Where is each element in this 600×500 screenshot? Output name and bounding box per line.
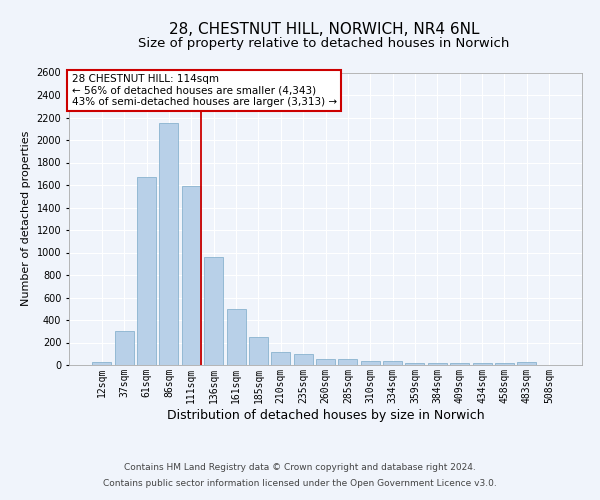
Bar	[204, 257, 223, 365]
Bar	[293, 354, 313, 365]
Bar	[338, 360, 358, 365]
Bar	[115, 331, 134, 365]
Bar	[428, 363, 447, 365]
X-axis label: Distribution of detached houses by size in Norwich: Distribution of detached houses by size …	[167, 408, 484, 422]
Bar	[160, 123, 178, 365]
Text: Contains public sector information licensed under the Open Government Licence v3: Contains public sector information licen…	[103, 478, 497, 488]
Bar	[227, 308, 245, 365]
Text: Contains HM Land Registry data © Crown copyright and database right 2024.: Contains HM Land Registry data © Crown c…	[124, 464, 476, 472]
Bar	[361, 361, 380, 365]
Bar	[316, 360, 335, 365]
Text: 28 CHESTNUT HILL: 114sqm
← 56% of detached houses are smaller (4,343)
43% of sem: 28 CHESTNUT HILL: 114sqm ← 56% of detach…	[71, 74, 337, 107]
Y-axis label: Number of detached properties: Number of detached properties	[21, 131, 31, 306]
Bar	[406, 363, 424, 365]
Bar	[473, 363, 491, 365]
Bar	[517, 362, 536, 365]
Bar	[182, 186, 201, 365]
Bar	[495, 364, 514, 365]
Bar	[249, 337, 268, 365]
Bar	[92, 362, 112, 365]
Bar	[271, 352, 290, 365]
Bar	[383, 361, 402, 365]
Bar	[137, 177, 156, 365]
Text: 28, CHESTNUT HILL, NORWICH, NR4 6NL: 28, CHESTNUT HILL, NORWICH, NR4 6NL	[169, 22, 479, 38]
Text: Size of property relative to detached houses in Norwich: Size of property relative to detached ho…	[139, 38, 509, 51]
Bar	[450, 363, 469, 365]
